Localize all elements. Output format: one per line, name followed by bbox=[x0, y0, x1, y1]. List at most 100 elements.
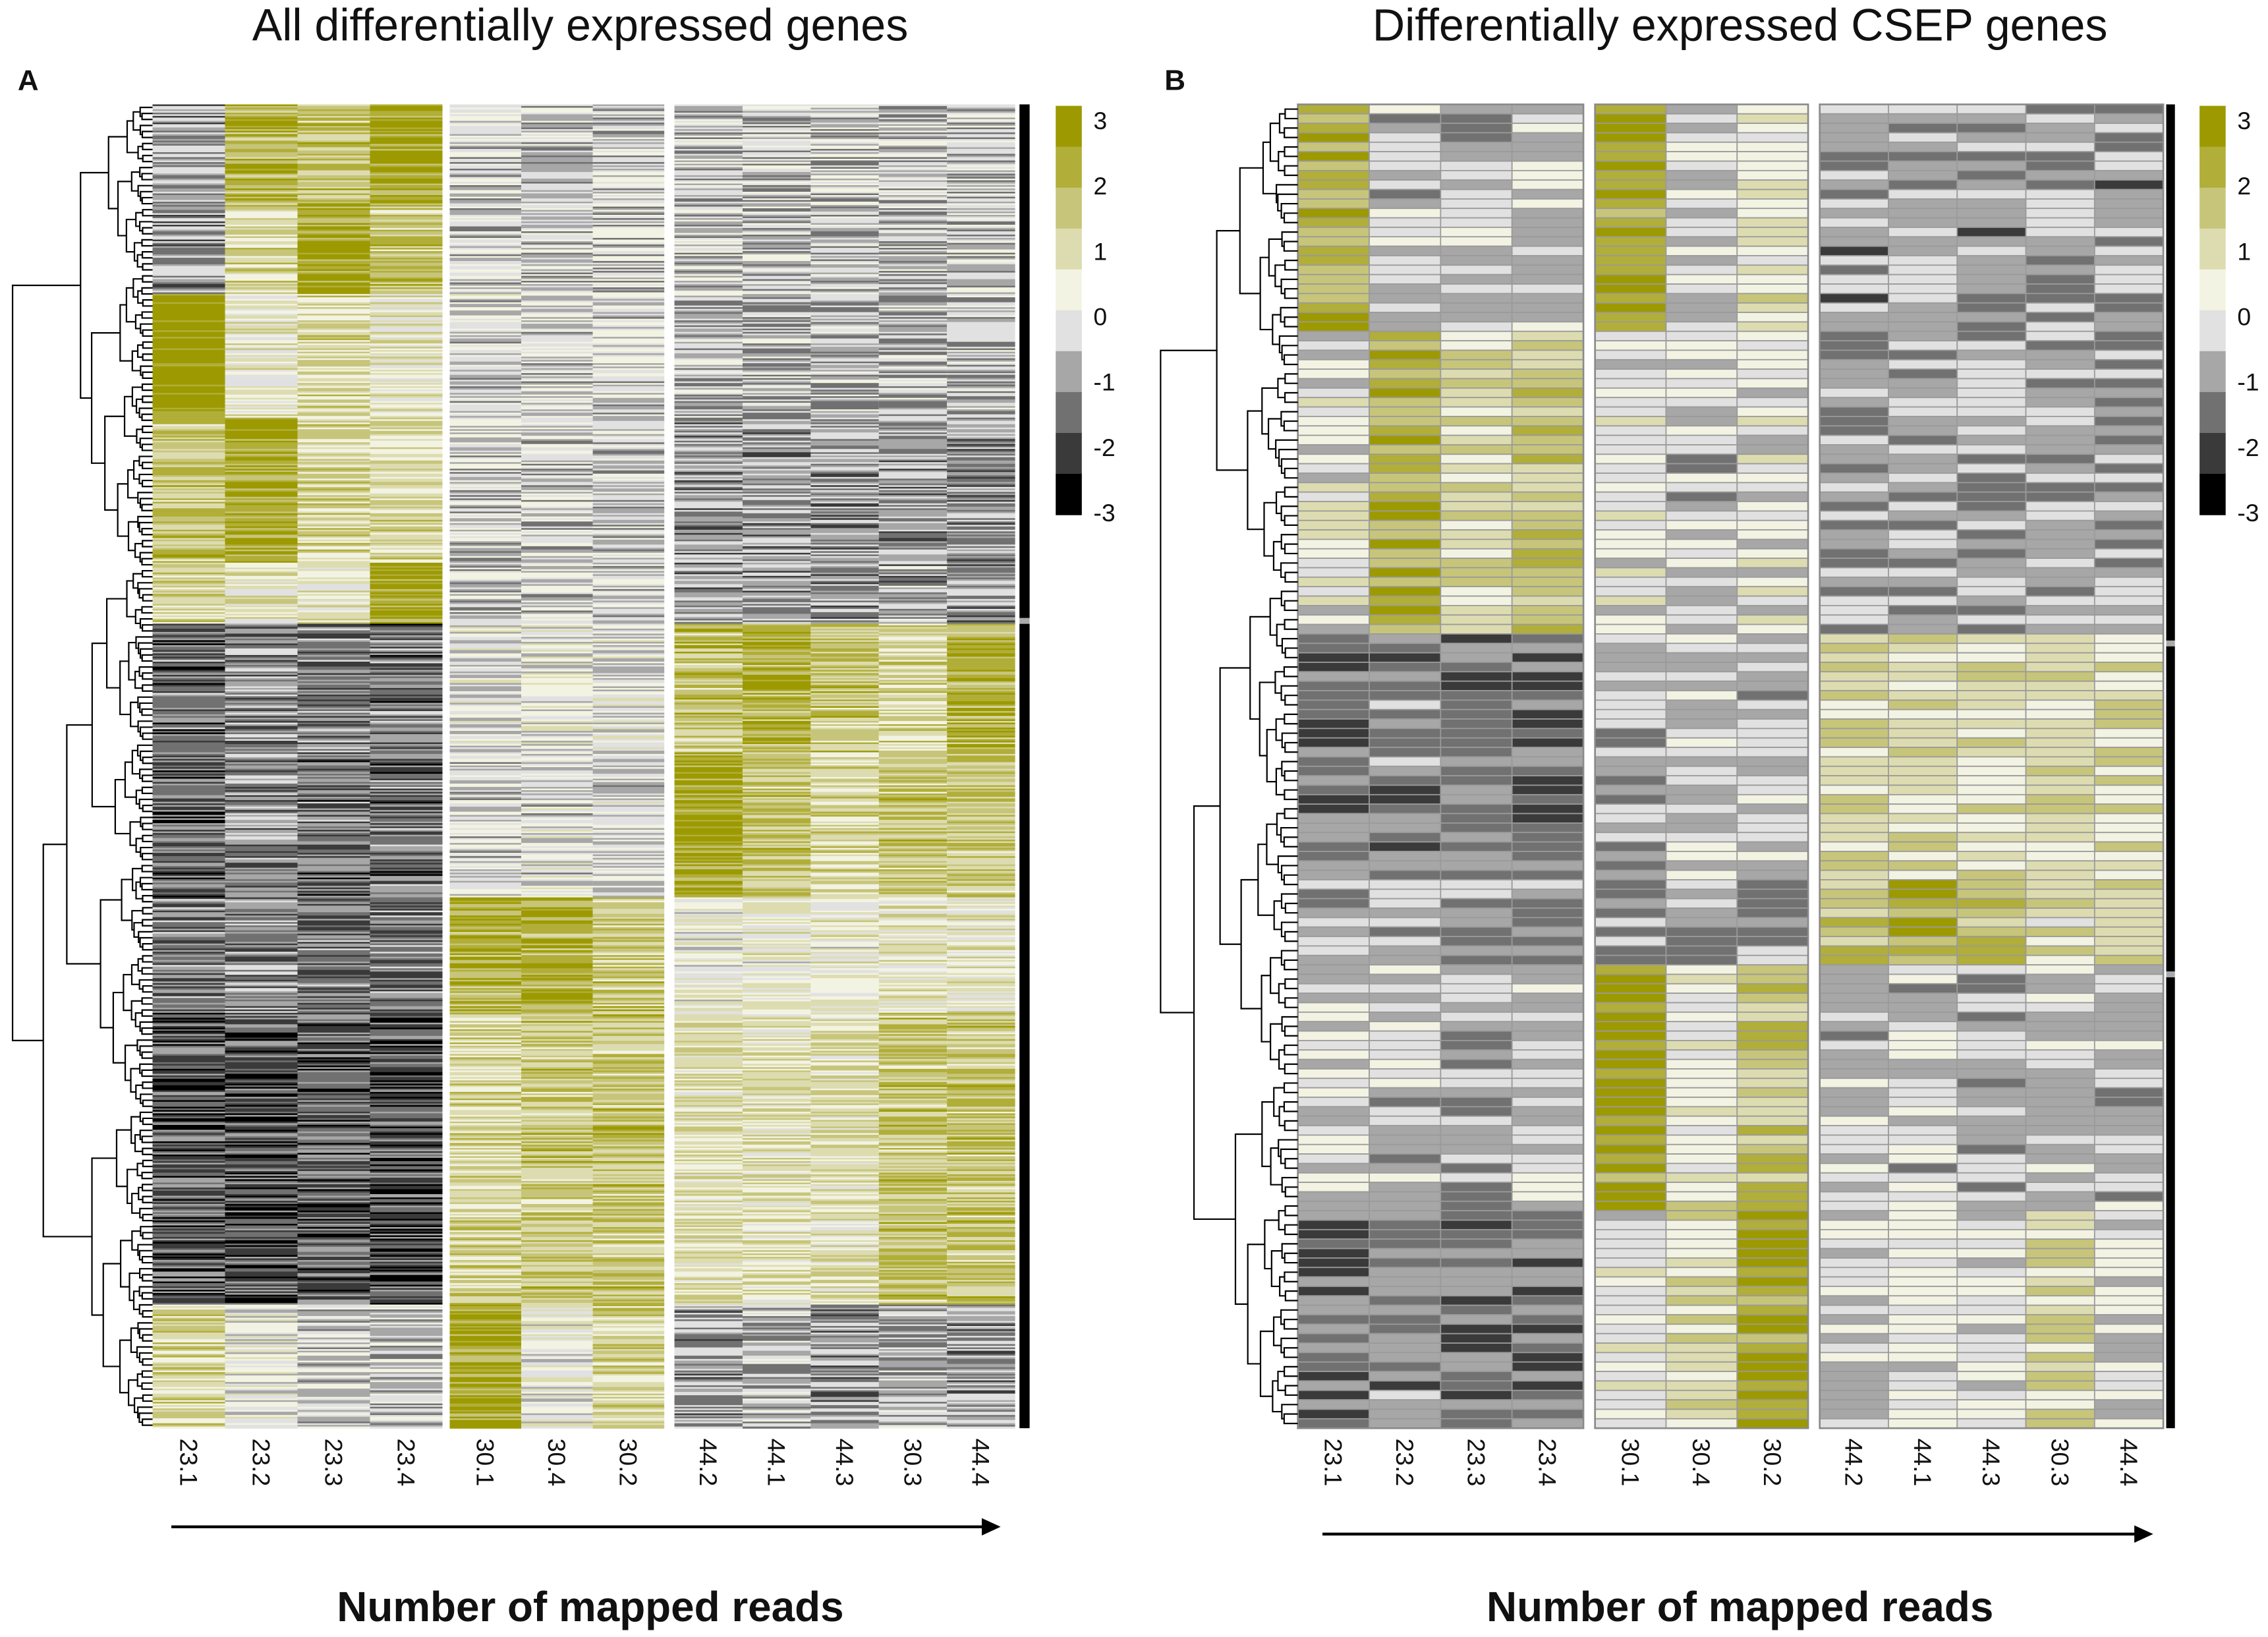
heatmap-cell bbox=[521, 315, 593, 318]
heatmap-cell bbox=[592, 420, 665, 423]
heatmap-cell bbox=[370, 371, 443, 374]
heatmap-cell bbox=[742, 500, 811, 502]
heatmap-cell bbox=[592, 219, 665, 222]
heatmap-cell bbox=[742, 175, 811, 178]
heatmap-cell bbox=[742, 331, 811, 334]
heatmap-cell bbox=[947, 161, 1015, 165]
heatmap-cell bbox=[370, 581, 443, 583]
heatmap-cell bbox=[674, 567, 743, 570]
heatmap-cell bbox=[225, 340, 298, 343]
heatmap-cell bbox=[742, 109, 811, 112]
heatmap-cell bbox=[370, 378, 443, 380]
heatmap-cell bbox=[225, 490, 298, 492]
heatmap-cell bbox=[152, 406, 225, 409]
heatmap-cell bbox=[742, 150, 811, 153]
heatmap-cell bbox=[810, 411, 879, 413]
heatmap-cell bbox=[878, 436, 948, 438]
heatmap-cell bbox=[225, 450, 298, 453]
heatmap-cell bbox=[878, 177, 948, 179]
heatmap-cell bbox=[521, 374, 593, 377]
heatmap-cell bbox=[152, 157, 225, 159]
heatmap-cell bbox=[592, 381, 665, 384]
heatmap-cell bbox=[742, 413, 811, 415]
heatmap-cell bbox=[947, 546, 1015, 548]
heatmap-cell bbox=[152, 463, 225, 466]
heatmap-cell bbox=[674, 190, 743, 192]
heatmap-cell bbox=[297, 393, 370, 395]
heatmap-cell bbox=[592, 218, 665, 221]
heatmap-cell bbox=[521, 508, 593, 511]
heatmap-cell bbox=[152, 426, 225, 428]
heatmap-cell bbox=[947, 238, 1015, 241]
heatmap-cell bbox=[152, 259, 225, 262]
heatmap-cell bbox=[947, 173, 1015, 176]
heatmap-cell bbox=[810, 577, 879, 580]
heatmap-cell bbox=[449, 284, 522, 287]
heatmap-cell bbox=[152, 396, 225, 399]
heatmap-cell bbox=[521, 397, 593, 400]
heatmap-cell bbox=[370, 109, 443, 112]
heatmap-cell bbox=[742, 440, 811, 443]
heatmap-cell bbox=[742, 338, 811, 341]
heatmap-cell bbox=[810, 203, 879, 206]
heatmap-cell bbox=[742, 439, 811, 442]
heatmap-cell bbox=[592, 577, 665, 580]
heatmap-cell bbox=[674, 432, 743, 435]
heatmap-cell bbox=[878, 525, 948, 527]
heatmap-cell bbox=[810, 200, 879, 202]
heatmap-cell bbox=[878, 206, 948, 209]
heatmap-cell bbox=[521, 521, 593, 524]
heatmap-cell bbox=[947, 105, 1015, 109]
heatmap-cell bbox=[592, 315, 665, 318]
heatmap-cell bbox=[674, 271, 743, 273]
heatmap-cell bbox=[370, 358, 443, 360]
heatmap-cell bbox=[742, 462, 811, 465]
heatmap-cell bbox=[521, 565, 593, 569]
heatmap-cell bbox=[810, 248, 879, 250]
heatmap-cell bbox=[297, 215, 370, 217]
heatmap-cell bbox=[449, 170, 522, 173]
heatmap-cell bbox=[449, 502, 522, 504]
heatmap-cell bbox=[810, 383, 879, 386]
heatmap-cell bbox=[297, 447, 370, 449]
heatmap-cell bbox=[592, 210, 665, 212]
heatmap-cell bbox=[592, 304, 665, 306]
heatmap-cell bbox=[947, 549, 1015, 552]
heatmap-cell bbox=[592, 343, 665, 346]
heatmap-cell bbox=[225, 551, 298, 554]
heatmap-cell bbox=[592, 565, 665, 569]
heatmap-cell bbox=[449, 516, 522, 519]
heatmap-cell bbox=[449, 444, 522, 446]
heatmap-cell bbox=[225, 472, 298, 474]
heatmap-cell bbox=[674, 558, 743, 560]
heatmap-cell bbox=[878, 529, 948, 532]
heatmap-cell bbox=[742, 467, 811, 469]
heatmap-cell bbox=[947, 221, 1015, 224]
heatmap-cell bbox=[947, 275, 1015, 278]
heatmap-cell bbox=[521, 445, 593, 448]
heatmap-cell bbox=[947, 529, 1015, 532]
heatmap-cell bbox=[592, 409, 665, 412]
heatmap-cell bbox=[742, 243, 811, 245]
heatmap-cell bbox=[449, 231, 522, 234]
heatmap-cell bbox=[152, 190, 225, 192]
heatmap-cell bbox=[674, 200, 743, 202]
heatmap-cell bbox=[592, 532, 665, 535]
heatmap-cell bbox=[152, 538, 225, 540]
heatmap-cell bbox=[225, 261, 298, 264]
heatmap-cell bbox=[674, 401, 743, 403]
heatmap-cell bbox=[370, 107, 443, 110]
heatmap-cell bbox=[878, 569, 948, 572]
heatmap-cell bbox=[810, 364, 879, 367]
heatmap-cell bbox=[297, 338, 370, 341]
heatmap-cell bbox=[370, 475, 443, 478]
heatmap-cell bbox=[742, 358, 811, 360]
heatmap-cell bbox=[878, 490, 948, 492]
heatmap-cell bbox=[449, 414, 522, 416]
heatmap-cell bbox=[225, 529, 298, 532]
heatmap-cell bbox=[592, 539, 665, 542]
heatmap-cell bbox=[152, 200, 225, 202]
heatmap-cell bbox=[878, 208, 948, 211]
heatmap-cell bbox=[152, 302, 225, 304]
heatmap-cell bbox=[152, 420, 225, 423]
